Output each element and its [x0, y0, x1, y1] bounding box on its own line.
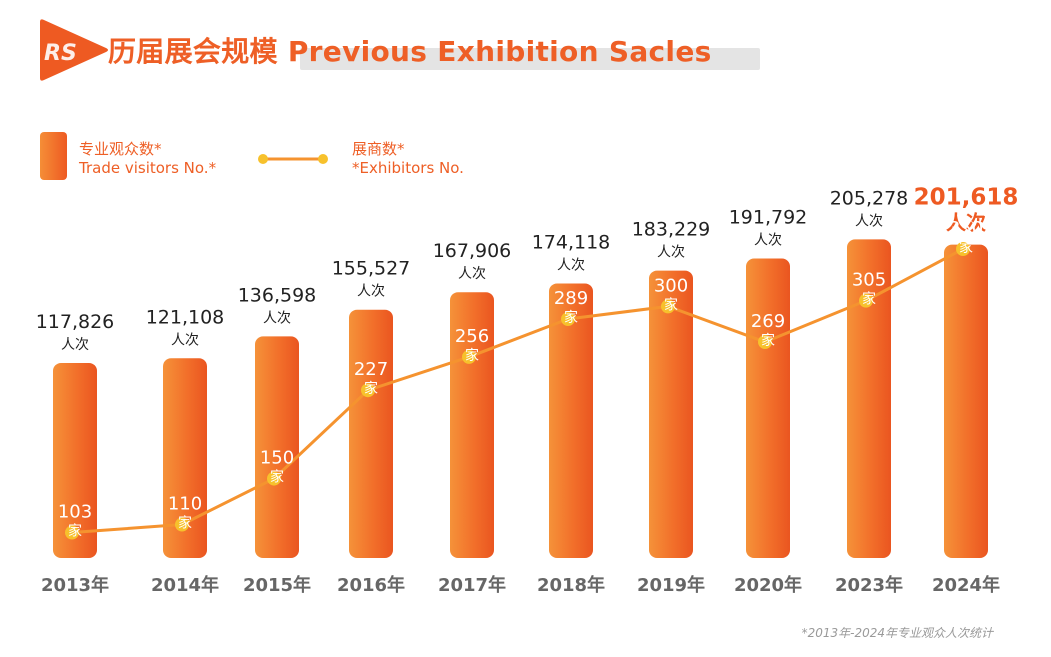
visitors-value-label: 183,229: [632, 219, 711, 241]
visitors-unit-label: 人次: [657, 245, 685, 261]
visitors-unit-label: 人次: [855, 213, 883, 229]
x-tick-label: 2014年: [151, 574, 219, 596]
visitors-value-label: 121,108: [146, 306, 225, 328]
exhibitors-point: [361, 383, 375, 398]
exhibitors-line: [71, 247, 964, 535]
x-tick-label: 2015年: [243, 574, 311, 596]
exhibitors-point: [661, 299, 675, 314]
exhibitors-value-label: 300: [654, 275, 688, 296]
legend-exhibitors-zh: 展商数*: [352, 140, 405, 158]
exhibitors-value-label: 289: [554, 288, 588, 309]
exhibitors-value-label: 227: [354, 359, 388, 380]
exhibitors-unit-label: 家: [270, 469, 284, 486]
legend-line-swatch: [258, 154, 328, 164]
visitors-unit-label: 人次: [263, 310, 291, 326]
title-background-strip: [300, 48, 760, 70]
exhibitors-unit-label: 家: [364, 380, 378, 397]
exhibitors-value-label: 305: [852, 270, 886, 291]
exhibitors-point: [267, 471, 281, 486]
logo-icon: RS: [40, 19, 108, 81]
visitors-bar: [649, 270, 693, 558]
footnote: *2013年-2024年专业观众人次统计: [801, 626, 993, 640]
exhibitors-unit-label: 家: [564, 309, 578, 326]
visitors-unit-label: 人次: [557, 257, 585, 273]
exhibitors-unit-label: 家: [664, 296, 678, 313]
visitors-unit-label: 人次: [458, 266, 486, 282]
visitors-value-label: 136,598: [238, 284, 317, 306]
bars-layer: [53, 239, 988, 558]
visitors-value-label: 155,527: [332, 258, 411, 280]
visitors-value-label: 174,118: [532, 231, 611, 253]
labels-layer: 117,826人次103家2013年121,108人次110家2014年136,…: [36, 185, 1019, 596]
visitors-unit-label: 人次: [61, 337, 89, 353]
page-title: 历届展会规模 Previous Exhibition Sacles: [108, 35, 712, 68]
exhibitors-point: [758, 334, 772, 349]
visitors-unit-label-highlight: 人次: [946, 211, 986, 235]
exhibitors-unit-label: 家: [761, 332, 775, 349]
exhibitors-point: [175, 517, 189, 532]
visitors-bar: [847, 239, 891, 558]
exhibitors-unit-label: 家: [68, 523, 82, 540]
exhibitors-point: [561, 312, 575, 327]
legend-visitors-zh: 专业观众数*: [79, 140, 162, 158]
x-tick-label: 2018年: [537, 574, 605, 596]
visitors-bar: [746, 258, 790, 558]
exhibitors-value-label: 103: [58, 502, 92, 523]
visitors-unit-label: 人次: [171, 332, 199, 348]
x-tick-label: 2013年: [41, 574, 109, 596]
exhibitors-value-label: 110: [168, 494, 202, 515]
x-tick-label: 2020年: [734, 574, 802, 596]
logo-text: RS: [44, 41, 77, 66]
visitors-bar: [163, 358, 207, 558]
exhibitors-point: [462, 349, 476, 364]
x-tick-label: 2024年: [932, 574, 1000, 596]
legend-visitors-label: 专业观众数* Trade visitors No.*: [79, 140, 216, 178]
exhibitors-point: [859, 293, 873, 308]
legend-exhibitors-label: 展商数* *Exhibitors No.: [352, 140, 464, 178]
exhibitors-value-label: 269: [751, 311, 785, 332]
exhibitors-unit-label: 家: [959, 239, 973, 256]
visitors-bar: [53, 362, 97, 558]
visitors-unit-label: 人次: [357, 284, 385, 300]
x-tick-label: 2016年: [337, 574, 405, 596]
visitors-value-label-highlight: 201,618: [914, 185, 1019, 211]
visitors-bar: [944, 244, 988, 558]
visitors-bar: [349, 309, 393, 558]
legend-visitors-en: Trade visitors No.*: [79, 159, 217, 177]
visitors-value-label: 205,278: [830, 187, 909, 209]
exhibitors-point: [956, 242, 970, 256]
x-tick-label: 2019年: [637, 574, 705, 596]
x-tick-label: 2017年: [438, 574, 506, 596]
exhibitors-value-label: 256: [455, 326, 489, 347]
exhibitors-unit-label: 家: [178, 515, 192, 532]
visitors-bar: [549, 283, 593, 558]
legend-bar-swatch: [40, 132, 67, 180]
legend-exhibitors-en: *Exhibitors No.: [352, 159, 464, 177]
exhibitors-unit-label: 家: [465, 347, 479, 364]
visitors-value-label: 167,906: [433, 240, 512, 262]
exhibitors-value-label: 150: [260, 448, 294, 469]
exhibitors-point: [65, 525, 79, 540]
exhibitors-unit-label: 家: [862, 291, 876, 308]
x-tick-label: 2023年: [835, 574, 903, 596]
visitors-value-label: 191,792: [729, 206, 808, 228]
visitors-unit-label: 人次: [754, 232, 782, 248]
exhibitors-value-label: 350: [949, 218, 983, 239]
visitors-bar: [255, 336, 299, 558]
visitors-value-label: 117,826: [36, 311, 115, 333]
line-layer: [65, 242, 970, 540]
